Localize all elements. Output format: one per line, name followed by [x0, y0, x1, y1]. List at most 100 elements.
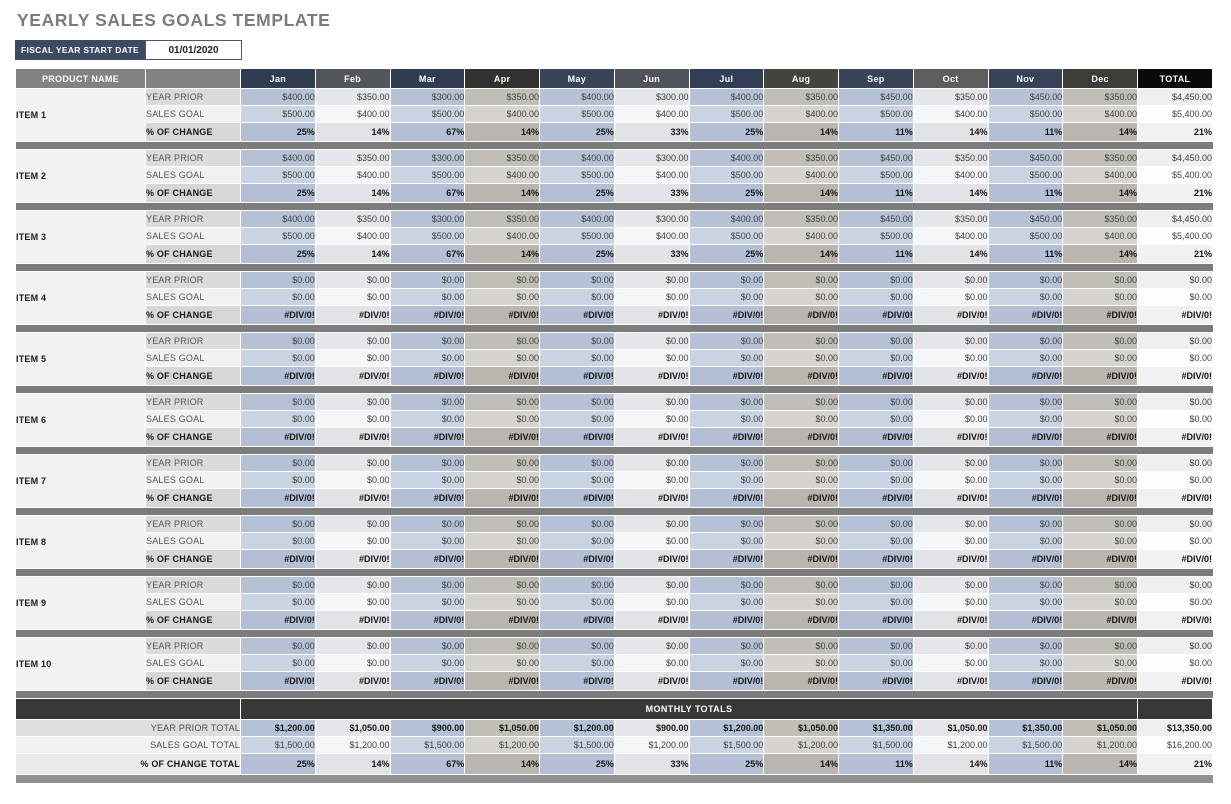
value-cell[interactable]: #DIV/0! — [912, 488, 989, 508]
value-cell[interactable]: $0.00 — [240, 654, 316, 672]
value-cell[interactable]: #DIV/0! — [987, 488, 1064, 508]
value-cell[interactable]: #DIV/0! — [539, 305, 615, 325]
value-cell[interactable]: $500.00 — [987, 166, 1064, 184]
monthly-total-cell[interactable]: $1,500.00 — [987, 736, 1064, 754]
value-cell[interactable]: $0.00 — [912, 410, 989, 428]
value-cell[interactable]: $500.00 — [240, 227, 316, 245]
value-cell[interactable]: 11% — [987, 122, 1064, 142]
value-cell[interactable]: $350.00 — [912, 149, 989, 167]
value-cell[interactable]: $0.00 — [613, 637, 690, 655]
row-total-cell[interactable]: #DIV/0! — [1137, 488, 1213, 508]
row-total-cell[interactable]: $4,450.00 — [1137, 149, 1213, 167]
value-cell[interactable]: $300.00 — [613, 88, 690, 106]
value-cell[interactable]: $500.00 — [688, 227, 765, 245]
value-cell[interactable]: #DIV/0! — [688, 488, 765, 508]
value-cell[interactable]: #DIV/0! — [389, 610, 466, 630]
value-cell[interactable]: 14% — [1062, 183, 1138, 203]
value-cell[interactable]: $0.00 — [1062, 454, 1138, 472]
value-cell[interactable]: $0.00 — [987, 288, 1064, 306]
monthly-total-cell[interactable]: $1,350.00 — [838, 719, 914, 737]
monthly-total-cell[interactable]: $1,500.00 — [688, 736, 765, 754]
row-total-cell[interactable]: #DIV/0! — [1137, 427, 1213, 447]
value-cell[interactable]: #DIV/0! — [1062, 488, 1138, 508]
value-cell[interactable]: #DIV/0! — [613, 671, 690, 691]
value-cell[interactable]: $500.00 — [539, 166, 615, 184]
value-cell[interactable]: $0.00 — [987, 454, 1064, 472]
value-cell[interactable]: #DIV/0! — [314, 427, 391, 447]
value-cell[interactable]: $0.00 — [1062, 332, 1138, 350]
value-cell[interactable]: $0.00 — [763, 637, 839, 655]
value-cell[interactable]: #DIV/0! — [1062, 610, 1138, 630]
value-cell[interactable]: $0.00 — [314, 332, 391, 350]
value-cell[interactable]: $0.00 — [987, 654, 1064, 672]
value-cell[interactable]: #DIV/0! — [912, 549, 989, 569]
value-cell[interactable]: #DIV/0! — [838, 549, 914, 569]
value-cell[interactable]: #DIV/0! — [613, 427, 690, 447]
value-cell[interactable]: $0.00 — [539, 593, 615, 611]
value-cell[interactable]: $0.00 — [613, 576, 690, 594]
value-cell[interactable]: $0.00 — [1062, 349, 1138, 367]
value-cell[interactable]: $500.00 — [987, 105, 1064, 123]
value-cell[interactable]: $0.00 — [688, 515, 765, 533]
value-cell[interactable]: $0.00 — [613, 654, 690, 672]
value-cell[interactable]: $0.00 — [240, 576, 316, 594]
value-cell[interactable]: #DIV/0! — [464, 549, 540, 569]
value-cell[interactable]: 25% — [240, 244, 316, 264]
value-cell[interactable]: 33% — [613, 122, 690, 142]
fiscal-year-start-date-value[interactable]: 01/01/2020 — [145, 40, 242, 60]
value-cell[interactable]: #DIV/0! — [987, 305, 1064, 325]
value-cell[interactable]: $0.00 — [389, 637, 466, 655]
value-cell[interactable]: $0.00 — [240, 271, 316, 289]
value-cell[interactable]: $350.00 — [314, 210, 391, 228]
value-cell[interactable]: $0.00 — [763, 471, 839, 489]
value-cell[interactable]: $0.00 — [763, 393, 839, 411]
value-cell[interactable]: 11% — [987, 183, 1064, 203]
value-cell[interactable]: $400.00 — [464, 227, 540, 245]
value-cell[interactable]: $0.00 — [389, 288, 466, 306]
value-cell[interactable]: $400.00 — [464, 105, 540, 123]
value-cell[interactable]: $0.00 — [539, 576, 615, 594]
value-cell[interactable]: $350.00 — [314, 149, 391, 167]
value-cell[interactable]: $0.00 — [314, 271, 391, 289]
value-cell[interactable]: $0.00 — [838, 349, 914, 367]
value-cell[interactable]: #DIV/0! — [389, 427, 466, 447]
value-cell[interactable]: #DIV/0! — [539, 366, 615, 386]
value-cell[interactable]: $0.00 — [1062, 593, 1138, 611]
value-cell[interactable]: #DIV/0! — [539, 488, 615, 508]
value-cell[interactable]: #DIV/0! — [1062, 549, 1138, 569]
value-cell[interactable]: 67% — [389, 122, 466, 142]
value-cell[interactable]: $0.00 — [838, 593, 914, 611]
row-total-cell[interactable]: $5,400.00 — [1137, 227, 1213, 245]
value-cell[interactable]: $0.00 — [389, 393, 466, 411]
value-cell[interactable]: $0.00 — [838, 393, 914, 411]
value-cell[interactable]: $0.00 — [838, 515, 914, 533]
value-cell[interactable]: #DIV/0! — [314, 671, 391, 691]
value-cell[interactable]: $0.00 — [688, 349, 765, 367]
value-cell[interactable]: $0.00 — [688, 410, 765, 428]
monthly-total-cell[interactable]: $1,050.00 — [912, 719, 989, 737]
value-cell[interactable]: $0.00 — [314, 593, 391, 611]
value-cell[interactable]: $500.00 — [389, 227, 466, 245]
value-cell[interactable]: $0.00 — [688, 576, 765, 594]
value-cell[interactable]: $0.00 — [464, 532, 540, 550]
monthly-total-cell[interactable]: $1,200.00 — [613, 736, 690, 754]
value-cell[interactable]: $300.00 — [389, 88, 466, 106]
value-cell[interactable]: $0.00 — [688, 454, 765, 472]
value-cell[interactable]: $0.00 — [688, 654, 765, 672]
value-cell[interactable]: 11% — [838, 122, 914, 142]
value-cell[interactable]: $0.00 — [240, 349, 316, 367]
value-cell[interactable]: 14% — [763, 122, 839, 142]
row-total-cell[interactable]: $0.00 — [1137, 288, 1213, 306]
value-cell[interactable]: 11% — [987, 244, 1064, 264]
value-cell[interactable]: $0.00 — [912, 454, 989, 472]
value-cell[interactable]: 33% — [613, 183, 690, 203]
value-cell[interactable]: $300.00 — [613, 149, 690, 167]
value-cell[interactable]: $500.00 — [838, 105, 914, 123]
value-cell[interactable]: #DIV/0! — [763, 671, 839, 691]
monthly-total-cell[interactable]: 25% — [688, 753, 765, 775]
value-cell[interactable]: #DIV/0! — [912, 305, 989, 325]
row-total-cell[interactable]: 21% — [1137, 122, 1213, 142]
value-cell[interactable]: #DIV/0! — [613, 488, 690, 508]
value-cell[interactable]: $500.00 — [688, 166, 765, 184]
value-cell[interactable]: $0.00 — [838, 532, 914, 550]
